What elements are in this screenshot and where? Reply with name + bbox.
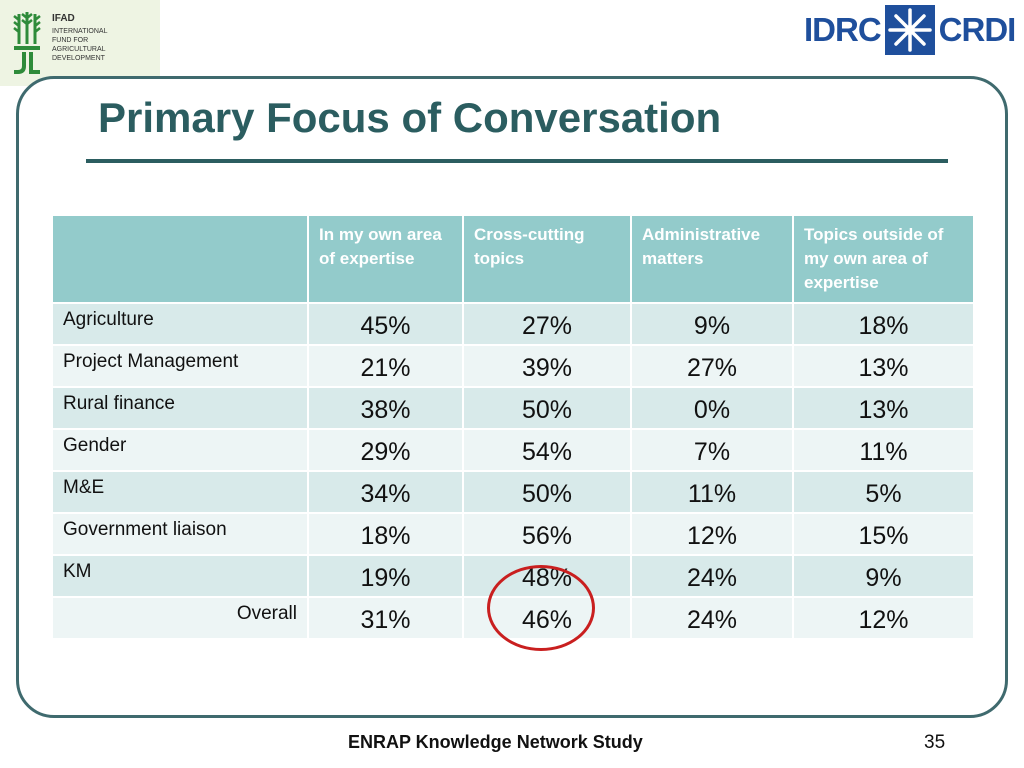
focus-table: In my own area of expertise Cross-cuttin… [51,214,975,640]
table-cell: 12% [630,512,794,556]
table-cell: 27% [630,344,794,388]
table-cell: 34% [307,470,464,514]
row-label: Gender [51,428,309,472]
table-cell: 50% [462,470,632,514]
ifad-logo: IFAD INTERNATIONAL FUND FOR AGRICULTURAL… [0,0,160,86]
table-row: Gender 29% 54% 7% 11% [51,428,975,472]
table-row: KM 19% 48% 24% 9% [51,554,975,598]
table-cell: 15% [792,512,975,556]
idrc-logo: IDRC CRDI [804,2,1020,58]
table-cell: 31% [307,596,464,640]
table-cell: 21% [307,344,464,388]
table-cell: 54% [462,428,632,472]
title-underline [86,159,948,163]
table-cell: 38% [307,386,464,430]
slide-title: Primary Focus of Conversation [98,94,722,141]
row-label-overall: Overall [51,596,309,640]
table-cell: 29% [307,428,464,472]
idrc-word: IDRC [804,11,882,48]
row-label: Project Management [51,344,309,388]
ifad-wordmark: IFAD INTERNATIONAL FUND FOR AGRICULTURAL… [52,10,108,63]
row-label: M&E [51,470,309,514]
table-cell: 12% [792,596,975,640]
column-header: Cross-cutting topics [462,214,632,304]
table-header-row: In my own area of expertise Cross-cuttin… [51,214,975,304]
column-header: Topics outside of my own area of experti… [792,214,975,304]
table-cell: 18% [307,512,464,556]
ifad-line: FUND FOR [52,37,89,44]
table-row: Rural finance 38% 50% 0% 13% [51,386,975,430]
table-cell: 27% [462,302,632,346]
table-row: Project Management 21% 39% 27% 13% [51,344,975,388]
table-cell: 5% [792,470,975,514]
table-cell: 7% [630,428,794,472]
table-cell: 9% [630,302,794,346]
table-row: M&E 34% 50% 11% 5% [51,470,975,514]
page-number: 35 [924,732,946,753]
ifad-wheat-icon [13,12,41,74]
ifad-line: AGRICULTURAL [52,46,106,53]
column-header: Administrative matters [630,214,794,304]
table-row: Agriculture 45% 27% 9% 18% [51,302,975,346]
column-header: In my own area of expertise [307,214,464,304]
ifad-line: DEVELOPMENT [52,55,105,62]
table-cell: 19% [307,554,464,598]
table-cell: 13% [792,386,975,430]
row-label: KM [51,554,309,598]
table-cell: 9% [792,554,975,598]
row-label: Government liaison [51,512,309,556]
highlight-circle [487,565,595,651]
table-cell: 18% [792,302,975,346]
table-cell: 24% [630,554,794,598]
table-cell: 0% [630,386,794,430]
row-label: Rural finance [51,386,309,430]
snowflake-icon [884,5,935,55]
ifad-name: IFAD [52,13,75,24]
crdi-word: CRDI [938,11,1017,48]
table-cell: 56% [462,512,632,556]
ifad-line: INTERNATIONAL [52,28,108,35]
table-cell: 11% [792,428,975,472]
table-cell: 11% [630,470,794,514]
table-row: Government liaison 18% 56% 12% 15% [51,512,975,556]
slide-footer: ENRAP Knowledge Network Study [348,732,643,752]
table-cell: 45% [307,302,464,346]
table-cell: 50% [462,386,632,430]
header-corner [51,214,309,304]
row-label: Agriculture [51,302,309,346]
table-cell: 39% [462,344,632,388]
table-cell: 13% [792,344,975,388]
table-cell: 24% [630,596,794,640]
